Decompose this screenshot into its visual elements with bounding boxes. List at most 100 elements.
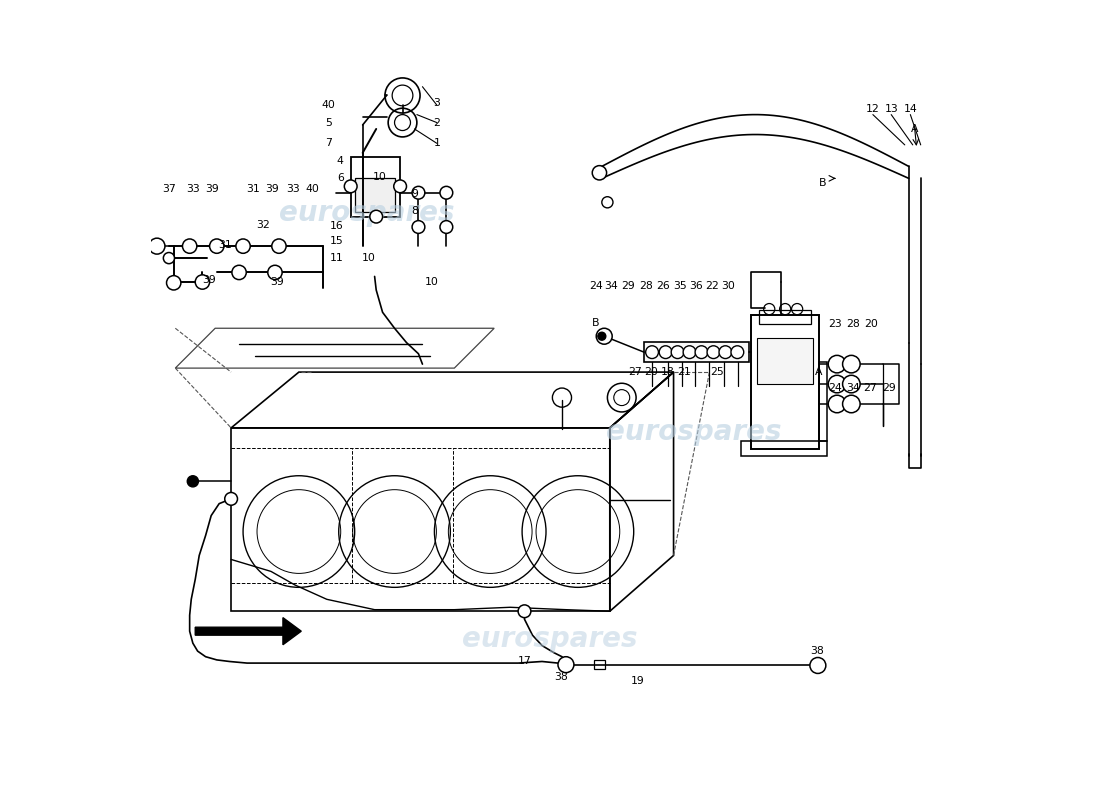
Text: 29: 29 xyxy=(882,383,895,393)
Text: 10: 10 xyxy=(361,253,375,263)
Circle shape xyxy=(828,355,846,373)
Text: 40: 40 xyxy=(306,184,319,194)
Circle shape xyxy=(163,253,175,264)
Text: 24: 24 xyxy=(590,281,603,291)
Circle shape xyxy=(843,375,860,393)
Circle shape xyxy=(166,276,180,290)
Circle shape xyxy=(440,221,453,234)
Text: 33: 33 xyxy=(286,184,300,194)
Circle shape xyxy=(224,493,238,506)
Circle shape xyxy=(843,355,860,373)
Text: 5: 5 xyxy=(324,118,332,128)
Text: eurospares: eurospares xyxy=(279,198,454,226)
Circle shape xyxy=(558,657,574,673)
Text: 17: 17 xyxy=(518,656,531,666)
Text: 39: 39 xyxy=(271,277,284,287)
Circle shape xyxy=(596,328,613,344)
Bar xyxy=(751,315,818,450)
Text: 39: 39 xyxy=(205,184,219,194)
Text: 31: 31 xyxy=(218,240,232,250)
Text: 23: 23 xyxy=(828,319,843,330)
Text: 34: 34 xyxy=(605,281,618,291)
Circle shape xyxy=(412,186,425,199)
Text: 39: 39 xyxy=(266,184,279,194)
Circle shape xyxy=(602,197,613,208)
Circle shape xyxy=(267,266,282,280)
Circle shape xyxy=(344,180,358,193)
Bar xyxy=(741,442,827,456)
Text: 30: 30 xyxy=(722,281,736,291)
Text: 25: 25 xyxy=(711,367,724,377)
Text: 19: 19 xyxy=(630,677,645,686)
Text: 39: 39 xyxy=(202,275,217,286)
Text: 21: 21 xyxy=(678,367,691,377)
Text: 8: 8 xyxy=(411,206,418,216)
Circle shape xyxy=(659,346,672,358)
Circle shape xyxy=(412,221,425,234)
Text: 26: 26 xyxy=(657,281,670,291)
Circle shape xyxy=(646,346,659,358)
Text: 13: 13 xyxy=(884,104,898,114)
Bar xyxy=(759,310,811,324)
Circle shape xyxy=(272,239,286,254)
Text: 35: 35 xyxy=(673,281,686,291)
Text: 6: 6 xyxy=(337,174,344,183)
Circle shape xyxy=(148,238,165,254)
Circle shape xyxy=(210,239,224,254)
Circle shape xyxy=(707,346,719,358)
Text: 28: 28 xyxy=(639,281,652,291)
Text: 38: 38 xyxy=(554,673,568,682)
Text: B: B xyxy=(818,178,826,188)
Circle shape xyxy=(187,476,198,487)
Bar xyxy=(820,362,827,442)
Circle shape xyxy=(843,395,860,413)
Text: 33: 33 xyxy=(186,184,200,194)
Text: 38: 38 xyxy=(811,646,824,656)
Bar xyxy=(594,660,605,670)
Bar xyxy=(645,342,749,362)
Text: 36: 36 xyxy=(689,281,703,291)
Text: 15: 15 xyxy=(330,235,343,246)
Text: 1: 1 xyxy=(433,138,440,148)
Text: 11: 11 xyxy=(330,253,343,263)
Text: 10: 10 xyxy=(373,172,387,182)
Text: 29: 29 xyxy=(621,281,635,291)
Circle shape xyxy=(810,658,826,674)
Bar xyxy=(355,178,395,212)
Circle shape xyxy=(683,346,696,358)
Text: 40: 40 xyxy=(321,100,336,110)
Text: eurospares: eurospares xyxy=(606,418,781,446)
Text: 9: 9 xyxy=(411,190,418,199)
Polygon shape xyxy=(195,618,301,645)
Text: 32: 32 xyxy=(256,220,270,230)
Text: 34: 34 xyxy=(846,383,860,393)
Text: 7: 7 xyxy=(324,138,332,148)
Text: 18: 18 xyxy=(661,367,675,377)
Circle shape xyxy=(732,346,744,358)
Circle shape xyxy=(235,239,250,254)
Circle shape xyxy=(394,180,407,193)
Text: 28: 28 xyxy=(846,319,860,330)
Text: 10: 10 xyxy=(425,277,439,287)
Text: A: A xyxy=(911,124,918,134)
Circle shape xyxy=(195,275,210,289)
Circle shape xyxy=(518,605,531,618)
Text: A: A xyxy=(815,367,823,377)
Text: 14: 14 xyxy=(903,104,917,114)
Text: 20: 20 xyxy=(645,367,658,377)
Text: 22: 22 xyxy=(705,281,718,291)
Text: 31: 31 xyxy=(246,184,261,194)
Circle shape xyxy=(828,375,846,393)
Text: 16: 16 xyxy=(330,222,343,231)
Circle shape xyxy=(232,266,246,280)
Text: 3: 3 xyxy=(433,98,440,108)
Circle shape xyxy=(695,346,708,358)
Circle shape xyxy=(719,346,732,358)
Bar xyxy=(351,157,400,217)
Text: 37: 37 xyxy=(162,184,176,194)
Text: 2: 2 xyxy=(433,118,440,127)
Circle shape xyxy=(592,166,606,180)
Bar xyxy=(757,338,813,384)
Circle shape xyxy=(370,210,383,223)
Circle shape xyxy=(440,186,453,199)
